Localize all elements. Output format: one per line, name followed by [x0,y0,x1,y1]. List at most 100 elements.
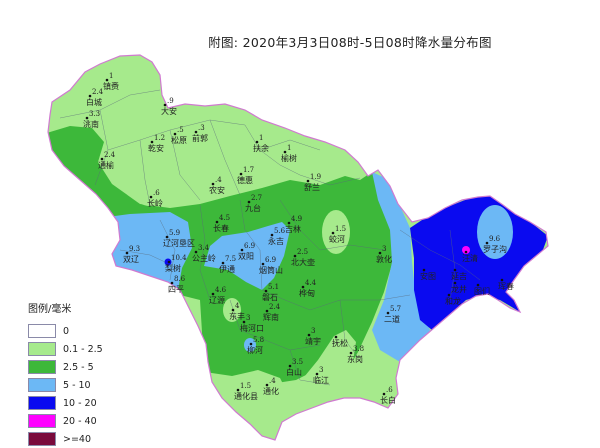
station-dot [315,372,319,376]
station-name: 松原 [171,135,187,145]
station-name: 前郭 [192,133,208,143]
station-name: 双阳 [238,252,254,261]
station-dot [236,388,240,392]
station-name: 磐石 [262,292,278,302]
station-dot [500,278,504,282]
station-dot [386,311,390,315]
station-dot [167,260,171,264]
station-name: 白城 [86,97,102,107]
station: 3靖宇 [305,327,321,346]
station: 2.4白城 [86,88,104,107]
station-name: 东丰 [229,311,245,321]
station-name: 永吉 [268,236,284,246]
station: 汪清 [462,250,478,263]
station-value: 7.5 [225,255,236,263]
station-value: 3.5 [292,358,303,366]
station: 1榆树 [281,144,297,163]
zone-20-40 [462,246,470,254]
station-name: 龙井 [451,284,467,294]
station-value: 3 [319,366,323,374]
station-dot [288,364,292,368]
map-title: 附图: 2020年3月3日08时-5日08时降水量分布图 [208,35,492,50]
station-dot [283,150,287,154]
station-value: 1.5 [240,382,251,390]
station-value: .4 [269,377,276,385]
station-name: 农安 [209,185,225,195]
station-value: 10.4 [171,254,187,262]
zone-5-10-east [372,172,430,362]
station-name: 延吉 [451,271,467,281]
station-value: 2.4 [92,88,104,96]
legend-swatch [28,360,56,374]
station: .4农安 [209,176,225,195]
station-value: .6 [153,189,160,197]
station-value: 6.9 [244,242,255,250]
station-name: 白山 [286,367,302,377]
station-dot [242,320,246,324]
station-dot [265,383,269,387]
station: 2.4通榆 [98,151,116,170]
station-name: 长春 [213,223,229,233]
station-value: 3.8 [353,345,364,353]
station-name: 镇赉 [103,81,119,91]
legend-swatch [28,396,56,410]
station-dot [105,78,109,82]
station: 图们 [474,283,490,296]
station-dot [170,281,174,285]
station-value: .6 [386,386,393,394]
station-name: 临江 [313,375,329,385]
legend-item: >=40 [28,430,103,448]
station: .3前郭 [192,124,208,143]
station-name: 二道 [384,314,400,324]
station: 9.3 双辽 [123,245,140,264]
station-name: 罗子沟 [483,244,507,254]
legend-label: 10 - 20 [63,397,97,409]
station-value: 1.7 [243,166,254,174]
station-value: 1 [287,144,291,152]
station-dot [331,231,335,235]
station: 抚松 [332,335,348,348]
station-value: 5.1 [268,283,279,291]
station-name: 梨树 [165,263,181,273]
station-name: 辉南 [263,312,279,322]
station-dot [464,250,468,254]
station-dot [453,268,457,272]
station-dot [453,281,457,285]
station: 1镇赉 [103,72,119,91]
legend-label: 5 - 10 [63,379,91,391]
station-dot [334,335,338,339]
station-dot [194,130,198,134]
station-labels: 1镇赉2.4白城3.3洮南.9大安1.2乾安.5松原.3前郭2.4通榆.6长岭1… [83,72,514,405]
zone-0.1-2.5-jiaohe [322,210,350,254]
station-name: 双辽 [123,255,139,264]
station-value: 4.5 [219,214,230,222]
station: 3.5白山 [286,358,303,377]
station-value: 5.8 [253,336,264,344]
station-dot [261,262,265,266]
zone-0.1-2.5-changling [136,186,164,206]
station-value: 4 [235,302,240,310]
station-name: 九台 [245,203,261,213]
station-value: 4.4 [305,279,317,287]
station: 2.4辉南 [263,303,281,322]
station-dot [301,285,305,289]
station-dot [265,309,269,313]
legend: 图例/毫米 0 0.1 - 2.5 2.5 - 5 5 - 10 10 - 20 20 -… [28,300,103,448]
station-value: 6.9 [265,256,276,264]
station-value: 3 [246,314,250,322]
station-dot [125,251,129,255]
station-name: 珲春 [498,281,514,291]
station-dot [194,250,198,254]
station-dot [211,292,215,296]
station-name: 舒兰 [304,182,320,192]
station: 1扶余 [253,134,269,153]
station-dot [349,351,353,355]
station-name: 吉林 [285,224,301,234]
station-name: 桦甸 [299,288,315,298]
station-dot [247,200,251,204]
station-name: 敦化 [376,254,392,264]
station-dot [165,235,169,239]
station-dot [249,342,253,346]
